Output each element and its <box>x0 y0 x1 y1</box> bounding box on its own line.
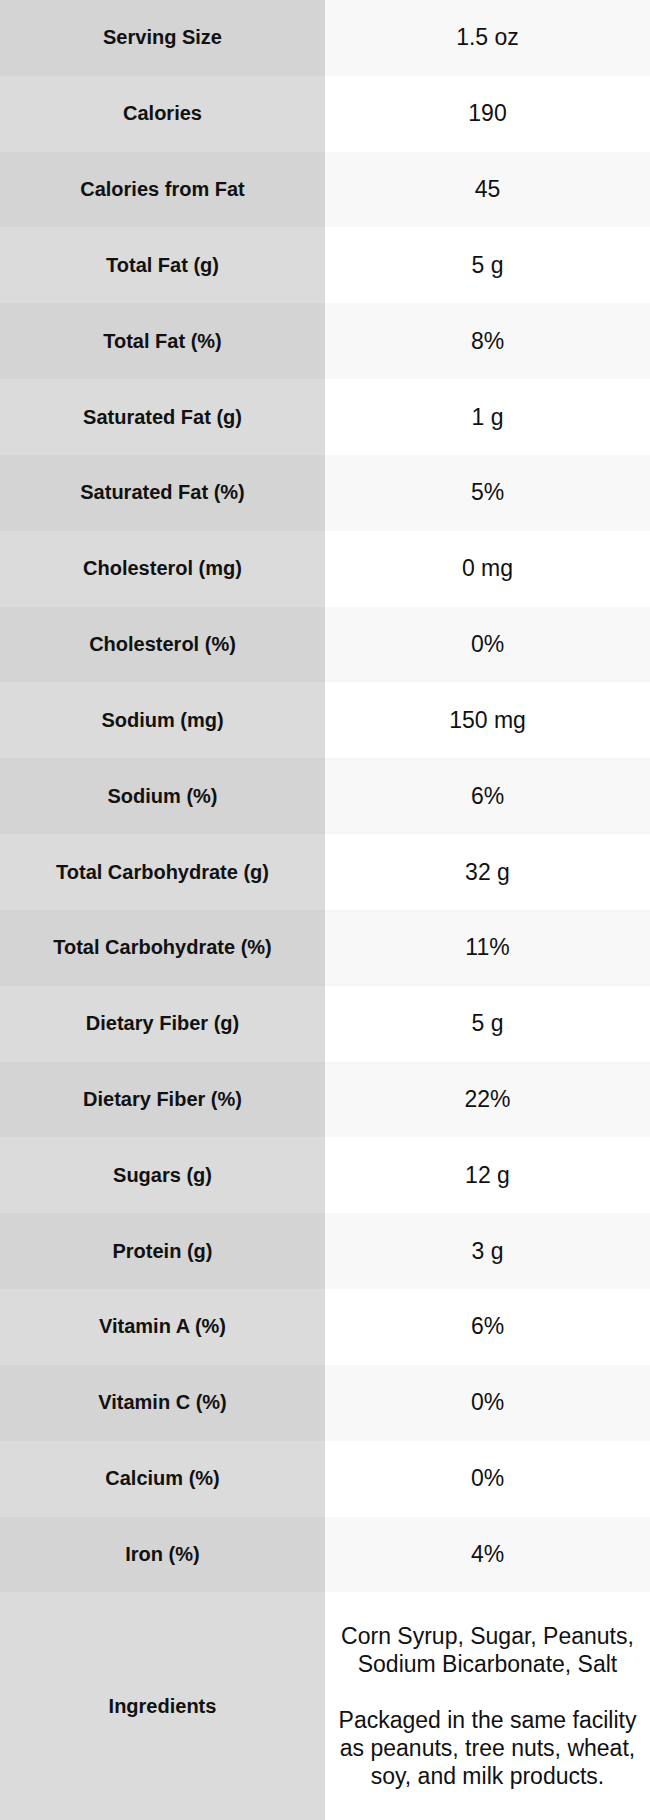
row-label: Saturated Fat (%) <box>0 455 325 531</box>
table-row: Total Fat (%) 8% <box>0 303 650 379</box>
row-value: 3 g <box>325 1213 650 1289</box>
table-row: Cholesterol (%) 0% <box>0 607 650 683</box>
row-label: Sodium (%) <box>0 758 325 834</box>
row-value: 6% <box>325 1289 650 1365</box>
table-row: Total Carbohydrate (%) 11% <box>0 910 650 986</box>
table-row: Calories 190 <box>0 76 650 152</box>
row-label: Iron (%) <box>0 1517 325 1593</box>
table-row: Serving Size 1.5 oz <box>0 0 650 76</box>
row-value: 190 <box>325 76 650 152</box>
ingredients-list: Corn Syrup, Sugar, Peanuts, Sodium Bicar… <box>331 1622 644 1678</box>
row-value: 8% <box>325 303 650 379</box>
row-value: 11% <box>325 910 650 986</box>
row-value: 0% <box>325 1441 650 1517</box>
ingredients-label: Ingredients <box>0 1592 325 1820</box>
row-label: Dietary Fiber (%) <box>0 1062 325 1138</box>
ingredients-value: Corn Syrup, Sugar, Peanuts, Sodium Bicar… <box>325 1592 650 1820</box>
table-row: Calories from Fat 45 <box>0 152 650 228</box>
row-label: Calcium (%) <box>0 1441 325 1517</box>
row-value: 12 g <box>325 1137 650 1213</box>
table-row: Calcium (%) 0% <box>0 1441 650 1517</box>
row-label: Saturated Fat (g) <box>0 379 325 455</box>
row-label: Vitamin C (%) <box>0 1365 325 1441</box>
row-value: 150 mg <box>325 682 650 758</box>
row-value: 0 mg <box>325 531 650 607</box>
row-label: Cholesterol (%) <box>0 607 325 683</box>
table-row: Dietary Fiber (g) 5 g <box>0 986 650 1062</box>
row-value: 32 g <box>325 834 650 910</box>
table-row: Iron (%) 4% <box>0 1517 650 1593</box>
table-row: Saturated Fat (%) 5% <box>0 455 650 531</box>
table-row: Sodium (%) 6% <box>0 758 650 834</box>
allergen-note: Packaged in the same facility as peanuts… <box>331 1706 644 1790</box>
row-value: 0% <box>325 1365 650 1441</box>
row-label: Total Fat (g) <box>0 227 325 303</box>
row-label: Calories <box>0 76 325 152</box>
row-value: 1.5 oz <box>325 0 650 76</box>
row-value: 6% <box>325 758 650 834</box>
row-label: Total Carbohydrate (g) <box>0 834 325 910</box>
row-value: 22% <box>325 1062 650 1138</box>
row-label: Vitamin A (%) <box>0 1289 325 1365</box>
row-label: Total Fat (%) <box>0 303 325 379</box>
row-value: 5 g <box>325 227 650 303</box>
row-label: Calories from Fat <box>0 152 325 228</box>
table-row: Cholesterol (mg) 0 mg <box>0 531 650 607</box>
table-row: Total Carbohydrate (g) 32 g <box>0 834 650 910</box>
row-label: Dietary Fiber (g) <box>0 986 325 1062</box>
ingredients-row: Ingredients Corn Syrup, Sugar, Peanuts, … <box>0 1592 650 1820</box>
row-label: Serving Size <box>0 0 325 76</box>
table-row: Protein (g) 3 g <box>0 1213 650 1289</box>
row-label: Protein (g) <box>0 1213 325 1289</box>
row-label: Cholesterol (mg) <box>0 531 325 607</box>
table-row: Dietary Fiber (%) 22% <box>0 1062 650 1138</box>
row-value: 45 <box>325 152 650 228</box>
row-value: 5% <box>325 455 650 531</box>
row-label: Total Carbohydrate (%) <box>0 910 325 986</box>
table-row: Saturated Fat (g) 1 g <box>0 379 650 455</box>
row-value: 4% <box>325 1517 650 1593</box>
table-row: Sugars (g) 12 g <box>0 1137 650 1213</box>
table-row: Vitamin C (%) 0% <box>0 1365 650 1441</box>
table-row: Sodium (mg) 150 mg <box>0 682 650 758</box>
row-value: 1 g <box>325 379 650 455</box>
nutrition-table: Serving Size 1.5 oz Calories 190 Calorie… <box>0 0 650 1820</box>
table-row: Total Fat (g) 5 g <box>0 227 650 303</box>
row-value: 0% <box>325 607 650 683</box>
row-label: Sodium (mg) <box>0 682 325 758</box>
row-value: 5 g <box>325 986 650 1062</box>
table-row: Vitamin A (%) 6% <box>0 1289 650 1365</box>
row-label: Sugars (g) <box>0 1137 325 1213</box>
